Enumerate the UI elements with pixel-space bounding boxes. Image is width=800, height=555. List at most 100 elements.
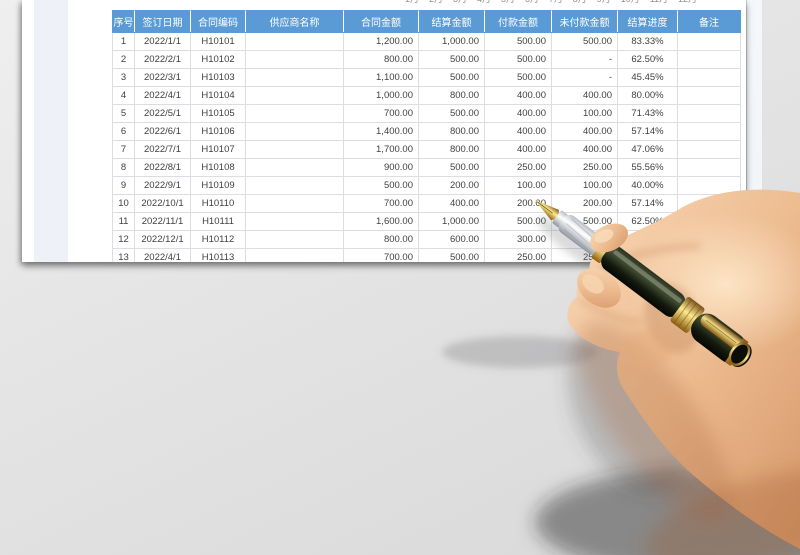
cell[interactable]: 250.00 — [484, 158, 552, 177]
cell[interactable]: 2 — [112, 50, 135, 69]
cell[interactable]: H10109 — [190, 176, 246, 195]
cell[interactable]: H10107 — [190, 140, 246, 159]
cell[interactable] — [245, 194, 344, 213]
cell[interactable]: 8 — [112, 158, 135, 177]
cell[interactable]: 55.56% — [617, 158, 678, 177]
cell[interactable]: - — [551, 50, 618, 69]
column-header[interactable]: 合同编码 — [190, 10, 246, 33]
column-header[interactable]: 付款金额 — [484, 10, 552, 33]
cell[interactable] — [245, 230, 344, 249]
column-header[interactable]: 结算进度 — [617, 10, 678, 33]
cell[interactable]: H10113 — [190, 248, 246, 262]
cell[interactable] — [677, 140, 741, 159]
cell[interactable]: 57.14% — [617, 194, 678, 213]
cell[interactable]: 62.50% — [617, 50, 678, 69]
cell[interactable]: 13 — [112, 248, 135, 262]
cell[interactable]: 250.00 — [551, 158, 618, 177]
cell[interactable]: 800.00 — [418, 86, 485, 105]
cell[interactable]: 400.00 — [484, 140, 552, 159]
cell[interactable]: 83.33% — [617, 32, 678, 51]
cell[interactable]: 800.00 — [418, 122, 485, 141]
cell[interactable]: 2022/7/1 — [134, 140, 191, 159]
cell[interactable]: 3 — [112, 68, 135, 87]
cell[interactable]: 300.00 — [551, 230, 618, 249]
cell[interactable]: 500.00 — [418, 104, 485, 123]
cell[interactable] — [245, 176, 344, 195]
cell[interactable]: 400.00 — [484, 104, 552, 123]
column-header[interactable]: 序号 — [112, 10, 135, 33]
cell[interactable]: 100.00 — [551, 176, 618, 195]
cell[interactable]: H10110 — [190, 194, 246, 213]
cell[interactable] — [677, 86, 741, 105]
cell[interactable]: 200.00 — [551, 194, 618, 213]
cell[interactable]: 57.14% — [617, 122, 678, 141]
cell[interactable]: 1,000.00 — [418, 32, 485, 51]
cell[interactable]: 2022/8/1 — [134, 158, 191, 177]
cell[interactable]: 400.00 — [551, 122, 618, 141]
cell[interactable] — [245, 68, 344, 87]
cell[interactable]: 2022/3/1 — [134, 68, 191, 87]
cell[interactable] — [677, 68, 741, 87]
cell[interactable]: 2022/4/1 — [134, 86, 191, 105]
cell[interactable]: 5 — [112, 104, 135, 123]
cell[interactable]: H10112 — [190, 230, 246, 249]
cell[interactable]: 2022/4/1 — [134, 248, 191, 262]
cell[interactable] — [677, 104, 741, 123]
cell[interactable] — [245, 158, 344, 177]
cell[interactable]: 400.00 — [551, 140, 618, 159]
cell[interactable]: 71.43% — [617, 248, 678, 262]
cell[interactable] — [677, 176, 741, 195]
cell[interactable]: H10108 — [190, 158, 246, 177]
cell[interactable] — [677, 248, 741, 262]
cell[interactable]: H10106 — [190, 122, 246, 141]
cell[interactable]: 500.00 — [418, 68, 485, 87]
cell[interactable]: H10105 — [190, 104, 246, 123]
column-header[interactable]: 签订日期 — [134, 10, 191, 33]
cell[interactable]: 250.00 — [484, 248, 552, 262]
cell[interactable]: 900.00 — [343, 158, 419, 177]
cell[interactable] — [245, 140, 344, 159]
cell[interactable]: 75.00% — [617, 230, 678, 249]
cell[interactable]: 500.00 — [484, 32, 552, 51]
cell[interactable] — [677, 230, 741, 249]
cell[interactable]: 62.50% — [617, 212, 678, 231]
column-header[interactable]: 合同金额 — [343, 10, 419, 33]
cell[interactable]: 10 — [112, 194, 135, 213]
cell[interactable]: 1,700.00 — [343, 140, 419, 159]
cell[interactable]: 6 — [112, 122, 135, 141]
cell[interactable]: 400.00 — [484, 86, 552, 105]
cell[interactable]: 400.00 — [551, 86, 618, 105]
column-header[interactable]: 备注 — [677, 10, 741, 33]
cell[interactable]: 1 — [112, 32, 135, 51]
cell[interactable]: 500.00 — [551, 212, 618, 231]
cell[interactable]: 2022/9/1 — [134, 176, 191, 195]
cell[interactable]: 700.00 — [343, 248, 419, 262]
cell[interactable] — [677, 122, 741, 141]
cell[interactable] — [245, 86, 344, 105]
column-header[interactable]: 未付款金额 — [551, 10, 618, 33]
cell[interactable]: H10111 — [190, 212, 246, 231]
cell[interactable]: 300.00 — [484, 230, 552, 249]
cell[interactable] — [245, 122, 344, 141]
cell[interactable]: 500.00 — [484, 50, 552, 69]
cell[interactable]: 1,100.00 — [343, 68, 419, 87]
cell[interactable]: H10103 — [190, 68, 246, 87]
cell[interactable]: 2022/11/1 — [134, 212, 191, 231]
cell[interactable]: 250.00 — [551, 248, 618, 262]
cell[interactable]: 100.00 — [551, 104, 618, 123]
cell[interactable] — [677, 32, 741, 51]
cell[interactable]: 400.00 — [484, 122, 552, 141]
cell[interactable]: 500.00 — [484, 68, 552, 87]
cell[interactable]: 800.00 — [343, 230, 419, 249]
cell[interactable]: 500.00 — [418, 158, 485, 177]
column-header[interactable]: 结算金额 — [418, 10, 485, 33]
cell[interactable] — [677, 194, 741, 213]
cell[interactable]: 45.45% — [617, 68, 678, 87]
cell[interactable]: 800.00 — [418, 140, 485, 159]
cell[interactable]: 2022/5/1 — [134, 104, 191, 123]
cell[interactable]: 600.00 — [418, 230, 485, 249]
cell[interactable]: 1,400.00 — [343, 122, 419, 141]
cell[interactable]: 700.00 — [343, 194, 419, 213]
cell[interactable]: 80.00% — [617, 86, 678, 105]
cell[interactable]: 71.43% — [617, 104, 678, 123]
